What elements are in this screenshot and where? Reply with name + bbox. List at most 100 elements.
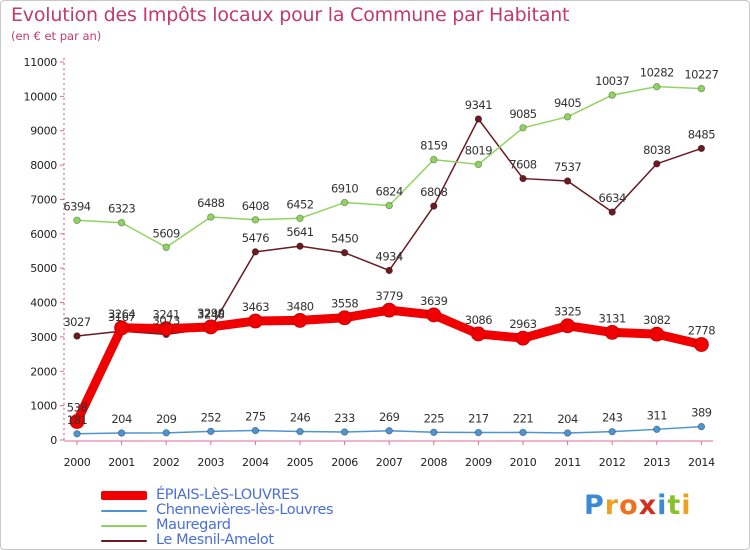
data-label: 6394 [63, 199, 90, 213]
x-tick-label: 2014 [688, 456, 715, 469]
data-label: 5641 [286, 225, 313, 239]
data-point [697, 422, 706, 431]
data-point [337, 310, 353, 326]
data-point [296, 242, 304, 250]
legend-label-chennevieres: Chennevières-lès-Louvres [156, 502, 334, 518]
x-tick-label: 2006 [331, 456, 358, 469]
data-label: 10282 [640, 66, 674, 80]
data-label: 3290 [197, 306, 224, 320]
data-label: 2963 [509, 317, 536, 331]
data-point [649, 326, 665, 342]
data-label: 6323 [108, 202, 135, 216]
data-point [608, 208, 616, 216]
data-point [73, 430, 81, 438]
data-label: 275 [245, 410, 266, 424]
logo-letter: x [638, 490, 658, 521]
data-label: 6824 [376, 185, 403, 199]
legend-swatch-mauregard [101, 525, 147, 527]
data-point [697, 144, 706, 153]
data-label: 7608 [509, 158, 536, 172]
data-label: 3082 [643, 313, 670, 327]
data-label: 9341 [465, 98, 492, 112]
chart-title: Evolution des Impôts locaux pour la Comm… [11, 4, 570, 26]
data-label: 5476 [242, 231, 269, 245]
data-label: 252 [201, 410, 222, 424]
data-point [560, 318, 575, 334]
legend-item: ÉPIAIS-LèS-LOUVRES [101, 487, 431, 503]
legend-item: Le Mesnil-Amelot [101, 532, 431, 548]
data-label: 8485 [688, 127, 715, 141]
data-point [162, 429, 170, 437]
x-tick-label: 2001 [108, 456, 135, 469]
data-point [114, 320, 129, 336]
x-tick-label: 2004 [242, 456, 269, 469]
data-point [385, 201, 393, 210]
data-point [296, 427, 304, 436]
x-tick-label: 2013 [643, 456, 670, 469]
data-label: 9085 [509, 107, 536, 121]
chart-subtitle: (en € et par an) [11, 29, 102, 43]
data-point [162, 243, 170, 251]
logo-letter: i [681, 490, 692, 521]
x-tick-label: 2009 [465, 456, 492, 469]
y-tick-label: 2000 [30, 365, 57, 378]
data-label: 3264 [108, 307, 135, 321]
data-point [515, 330, 531, 346]
data-label: 221 [513, 411, 534, 425]
data-point [653, 160, 661, 168]
y-tick-label: 9000 [30, 125, 57, 138]
data-point [247, 313, 263, 329]
x-tick-label: 2002 [153, 456, 180, 469]
data-point [385, 427, 393, 435]
legend-label-mauregard: Mauregard [156, 517, 231, 533]
data-label: 5450 [331, 232, 358, 246]
data-label: 6808 [420, 185, 447, 199]
x-tick-label: 2011 [554, 456, 581, 469]
y-tick-label: 11000 [24, 56, 58, 69]
legend-item: Chennevières-lès-Louvres [101, 502, 431, 518]
data-point [203, 319, 219, 335]
data-point [385, 266, 393, 275]
data-point [340, 249, 349, 257]
data-label: 3639 [420, 294, 447, 308]
data-label: 246 [290, 411, 311, 425]
legend-swatch-mesnil [101, 540, 147, 542]
data-point [694, 337, 709, 352]
data-label: 6452 [286, 197, 313, 211]
data-label: 204 [557, 412, 578, 426]
y-tick-label: 3000 [30, 331, 57, 344]
logo-letter: i [657, 490, 668, 521]
data-point [117, 429, 126, 437]
data-point [604, 325, 620, 340]
data-point [608, 91, 616, 99]
data-label: 8038 [643, 143, 670, 157]
data-point [251, 216, 260, 224]
data-point [296, 214, 304, 222]
data-label: 209 [156, 412, 177, 426]
x-tick-label: 2005 [287, 456, 314, 469]
data-point [251, 248, 260, 256]
data-point [69, 414, 85, 429]
data-point [430, 202, 438, 210]
data-label: 10037 [595, 74, 629, 88]
y-tick-label: 10000 [24, 90, 58, 103]
data-label: 6634 [599, 191, 626, 205]
data-point [653, 425, 661, 434]
series-line [76, 85, 703, 249]
x-tick-label: 2010 [510, 456, 537, 469]
data-label: 269 [379, 410, 400, 424]
data-label: 3248 [197, 307, 224, 321]
x-tick-label: 2012 [599, 456, 626, 469]
data-label: 5609 [153, 226, 180, 240]
data-point [470, 326, 486, 342]
legend-label-epiais: ÉPIAIS-LèS-LOUVRES [156, 487, 299, 503]
data-label: 389 [691, 406, 712, 420]
data-point [73, 332, 81, 340]
legend-label-mesnil: Le Mesnil-Amelot [156, 532, 274, 548]
x-tick-label: 2007 [376, 456, 403, 469]
data-label: 6408 [242, 199, 269, 213]
data-point [563, 113, 572, 121]
y-tick-label: 7000 [30, 193, 57, 206]
data-point [519, 124, 527, 132]
